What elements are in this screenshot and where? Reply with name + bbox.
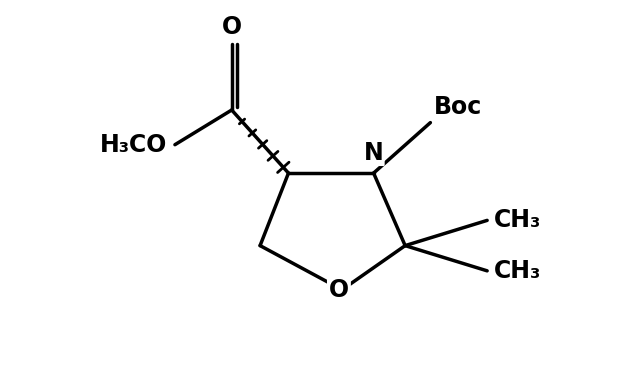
Text: N: N: [364, 141, 383, 165]
Text: CH₃: CH₃: [493, 209, 541, 232]
Text: Boc: Boc: [433, 96, 482, 119]
Text: O: O: [329, 278, 349, 302]
Text: CH₃: CH₃: [493, 259, 541, 283]
Text: H₃CO: H₃CO: [100, 133, 168, 157]
Text: O: O: [221, 15, 242, 39]
